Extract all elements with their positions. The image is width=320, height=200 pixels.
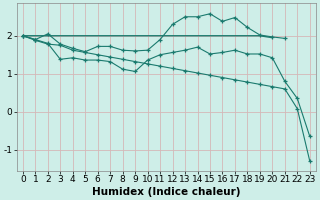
X-axis label: Humidex (Indice chaleur): Humidex (Indice chaleur) [92,187,241,197]
